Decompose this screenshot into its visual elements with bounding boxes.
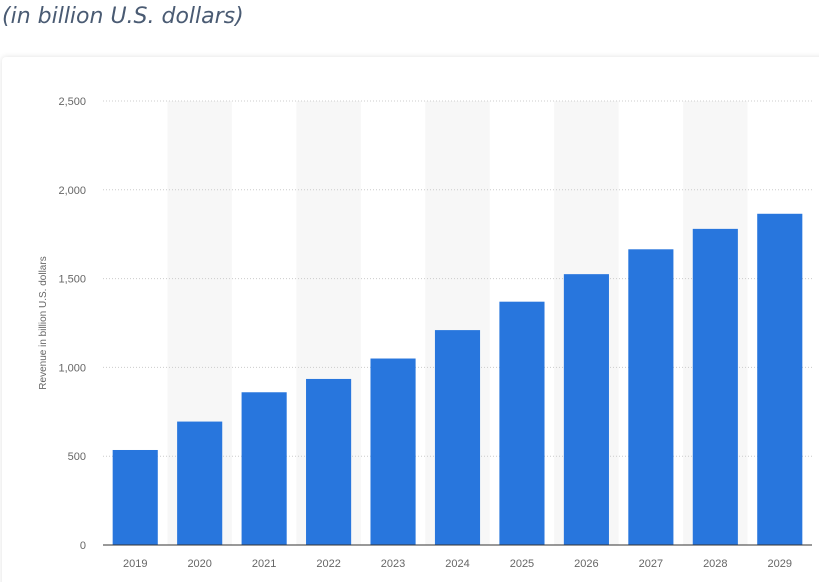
bar-2023[interactable]: [370, 358, 416, 545]
y-tick-label: 500: [68, 451, 86, 463]
bar-2027[interactable]: [628, 249, 674, 545]
bar-2028[interactable]: [692, 228, 738, 545]
x-tick-label: 2019: [123, 558, 147, 570]
x-tick-label: 2021: [252, 558, 276, 570]
bar-2022[interactable]: [306, 378, 352, 545]
bar-2025[interactable]: [499, 301, 545, 545]
bar-2020[interactable]: [177, 421, 223, 545]
y-tick-label: 0: [80, 540, 86, 552]
bar-2024[interactable]: [434, 330, 481, 545]
x-tick-label: 2025: [510, 558, 534, 570]
y-tick-label: 2,000: [58, 185, 86, 197]
x-tick-label: 2027: [639, 558, 663, 570]
x-tick-label: 2026: [574, 558, 598, 570]
x-tick-label: 2022: [316, 558, 340, 570]
bar-2021[interactable]: [241, 392, 287, 545]
chart-subtitle: (in billion U.S. dollars): [2, 4, 244, 29]
y-tick-label: 1,500: [58, 274, 86, 286]
x-tick-label: 2028: [703, 558, 727, 570]
x-axis-ticks: 2019 2020 2021 2022 2023 2024 2025 2026 2027 2028…: [123, 558, 792, 570]
bar-2026[interactable]: [563, 274, 609, 545]
y-axis-title: Revenue in billion U.S. dollars: [38, 256, 49, 389]
bar-2029[interactable]: [757, 213, 803, 545]
x-tick-label: 2029: [768, 558, 792, 570]
x-tick-label: 2020: [187, 558, 211, 570]
x-tick-label: 2023: [381, 558, 405, 570]
bars: [112, 213, 803, 545]
x-tick-label: 2024: [445, 558, 469, 570]
y-axis-ticks: 0 500 1,000 1,500 2,000 2,500: [58, 96, 86, 552]
y-tick-label: 1,000: [58, 362, 86, 374]
y-tick-label: 2,500: [58, 96, 86, 108]
bar-2019[interactable]: [112, 449, 158, 545]
